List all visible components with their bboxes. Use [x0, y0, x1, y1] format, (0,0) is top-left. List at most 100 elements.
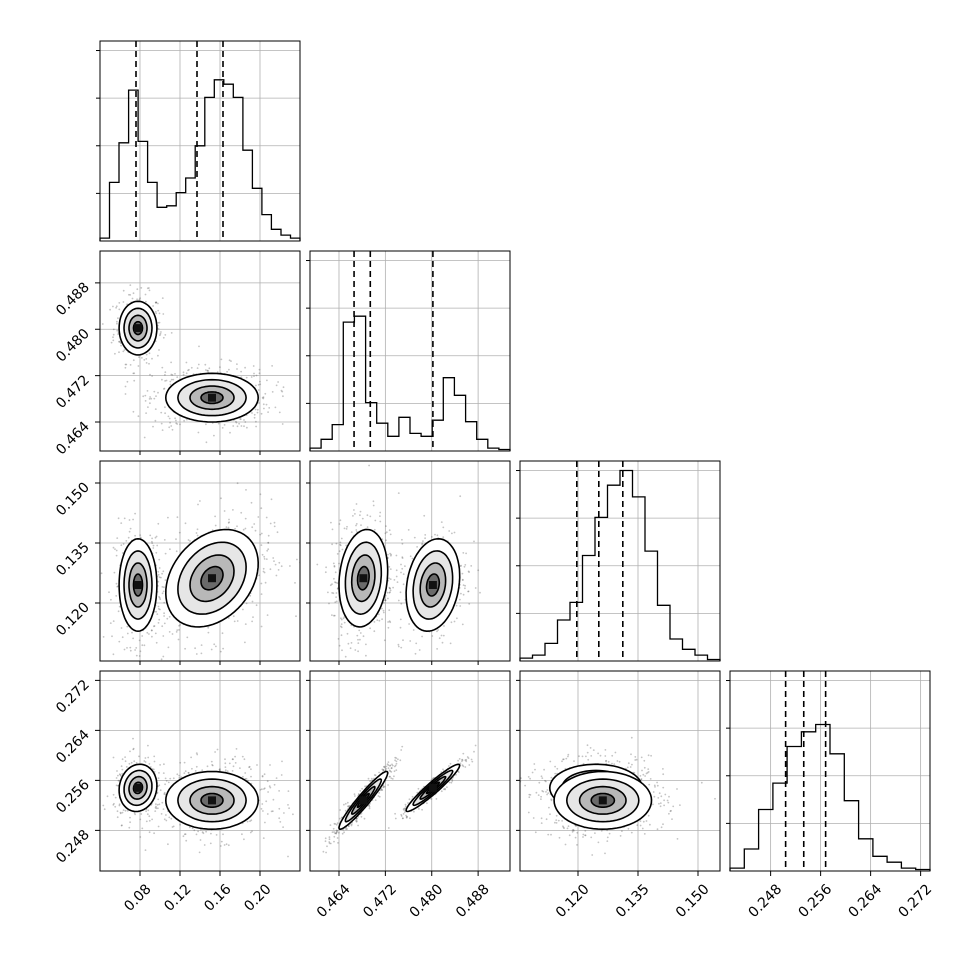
scatter-point: [161, 592, 164, 595]
scatter-point: [196, 367, 199, 369]
scatter-point: [565, 757, 568, 760]
scatter-point: [477, 569, 480, 572]
scatter-point: [210, 832, 212, 835]
scatter-point: [676, 788, 678, 790]
scatter-point: [388, 586, 391, 589]
scatter-point: [333, 577, 335, 580]
scatter-point: [405, 816, 408, 819]
scatter-point: [141, 827, 144, 830]
scatter-point: [354, 649, 357, 651]
scatter-point: [146, 390, 149, 392]
scatter-point: [278, 807, 281, 810]
scatter-point: [100, 572, 103, 575]
scatter-point: [140, 813, 143, 815]
scatter-point: [383, 765, 386, 768]
scatter-point: [260, 412, 263, 415]
scatter-point: [350, 531, 353, 533]
scatter-point: [349, 647, 352, 650]
scatter-point: [126, 632, 129, 635]
scatter-point: [126, 625, 129, 628]
scatter-point: [611, 762, 613, 765]
scatter-point: [287, 855, 289, 858]
scatter-point: [249, 831, 252, 834]
scatter-point: [357, 650, 359, 653]
scatter-point: [251, 600, 254, 603]
scatter-point: [188, 368, 190, 371]
scatter-point: [451, 778, 454, 781]
scatter-point: [325, 851, 327, 854]
scatter-point: [157, 522, 160, 525]
scatter-point: [387, 553, 389, 556]
scatter-point: [645, 772, 648, 775]
density-peak: [134, 783, 142, 792]
scatter-point: [385, 525, 387, 527]
scatter-point: [115, 582, 118, 585]
scatter-point: [117, 610, 120, 613]
scatter-point: [270, 498, 273, 501]
scatter-point: [461, 759, 464, 761]
scatter-point: [448, 530, 451, 532]
scatter-point: [151, 818, 154, 821]
scatter-point: [263, 788, 265, 790]
scatter-point: [251, 526, 254, 529]
scatter-point: [431, 635, 434, 637]
scatter-point: [437, 629, 439, 631]
scatter-point: [279, 821, 282, 823]
scatter-point: [163, 763, 165, 766]
scatter-point: [395, 554, 398, 557]
scatter-point: [402, 583, 405, 586]
scatter-point: [324, 840, 327, 843]
scatter-point: [542, 790, 545, 793]
scatter-point: [282, 395, 284, 398]
scatter-point: [154, 806, 157, 809]
scatter-point: [244, 517, 247, 520]
scatter-point: [146, 287, 149, 290]
scatter-point: [342, 828, 345, 831]
scatter-point: [451, 780, 454, 782]
scatter-point: [331, 528, 334, 531]
scatter-point: [162, 772, 165, 774]
scatter-point: [626, 766, 629, 769]
scatter-point: [467, 757, 470, 759]
scatter-point: [397, 643, 400, 646]
scatter-point: [387, 761, 390, 763]
scatter-point: [175, 419, 177, 422]
scatter-point: [123, 349, 126, 351]
scatter-point: [138, 655, 141, 657]
scatter-point: [252, 616, 254, 618]
scatter-point: [153, 760, 156, 763]
scatter-point: [118, 340, 120, 343]
scatter-point: [169, 380, 172, 383]
scatter-point: [384, 599, 387, 602]
scatter-point: [144, 761, 147, 763]
scatter-point: [385, 765, 388, 768]
scatter-point: [163, 586, 165, 589]
scatter-point: [337, 842, 339, 844]
scatter-point: [272, 557, 275, 559]
scatter-point: [231, 770, 234, 772]
scatter-point: [630, 736, 633, 739]
scatter-point: [388, 577, 390, 580]
scatter-point: [128, 530, 131, 533]
scatter-point: [479, 591, 481, 594]
scatter-point: [249, 594, 252, 597]
scatter-point: [154, 301, 157, 304]
scatter-point: [444, 788, 446, 791]
scatter-point: [343, 803, 345, 806]
scatter-point: [157, 321, 160, 324]
scatter-point: [546, 789, 549, 791]
scatter-point: [222, 647, 225, 650]
scatter-point: [597, 841, 600, 844]
scatter-point: [393, 770, 396, 773]
scatter-point: [328, 838, 331, 841]
scatter-point: [266, 379, 268, 382]
scatter-point: [158, 576, 161, 579]
scatter-point: [195, 833, 198, 836]
scatter-point: [283, 812, 285, 814]
scatter-point: [464, 584, 466, 587]
scatter-point: [145, 362, 148, 364]
scatter-point: [116, 770, 118, 772]
scatter-point: [618, 760, 621, 763]
scatter-point: [369, 627, 371, 630]
scatter-point: [328, 602, 330, 605]
